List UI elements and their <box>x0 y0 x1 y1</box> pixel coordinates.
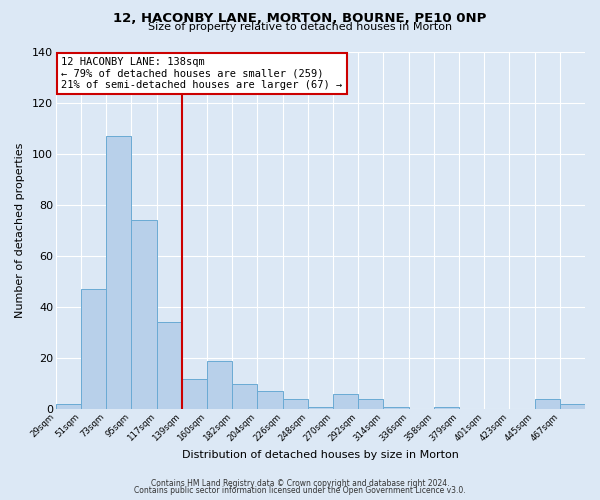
Bar <box>535 399 560 409</box>
Bar <box>207 360 232 410</box>
Y-axis label: Number of detached properties: Number of detached properties <box>15 142 25 318</box>
Bar <box>383 406 409 410</box>
Bar <box>358 399 383 409</box>
Bar <box>131 220 157 410</box>
Bar <box>106 136 131 409</box>
Bar <box>257 392 283 409</box>
Bar <box>157 322 182 410</box>
Bar <box>333 394 358 409</box>
Text: 12, HACONBY LANE, MORTON, BOURNE, PE10 0NP: 12, HACONBY LANE, MORTON, BOURNE, PE10 0… <box>113 12 487 26</box>
Text: Size of property relative to detached houses in Morton: Size of property relative to detached ho… <box>148 22 452 32</box>
Bar <box>232 384 257 409</box>
X-axis label: Distribution of detached houses by size in Morton: Distribution of detached houses by size … <box>182 450 459 460</box>
Bar <box>182 378 207 410</box>
Bar <box>81 289 106 410</box>
Bar <box>56 404 81 409</box>
Bar <box>308 406 333 410</box>
Bar <box>283 399 308 409</box>
Text: Contains HM Land Registry data © Crown copyright and database right 2024.: Contains HM Land Registry data © Crown c… <box>151 478 449 488</box>
Bar <box>560 404 585 409</box>
Bar <box>434 406 459 410</box>
Text: Contains public sector information licensed under the Open Government Licence v3: Contains public sector information licen… <box>134 486 466 495</box>
Text: 12 HACONBY LANE: 138sqm
← 79% of detached houses are smaller (259)
21% of semi-d: 12 HACONBY LANE: 138sqm ← 79% of detache… <box>61 57 343 90</box>
